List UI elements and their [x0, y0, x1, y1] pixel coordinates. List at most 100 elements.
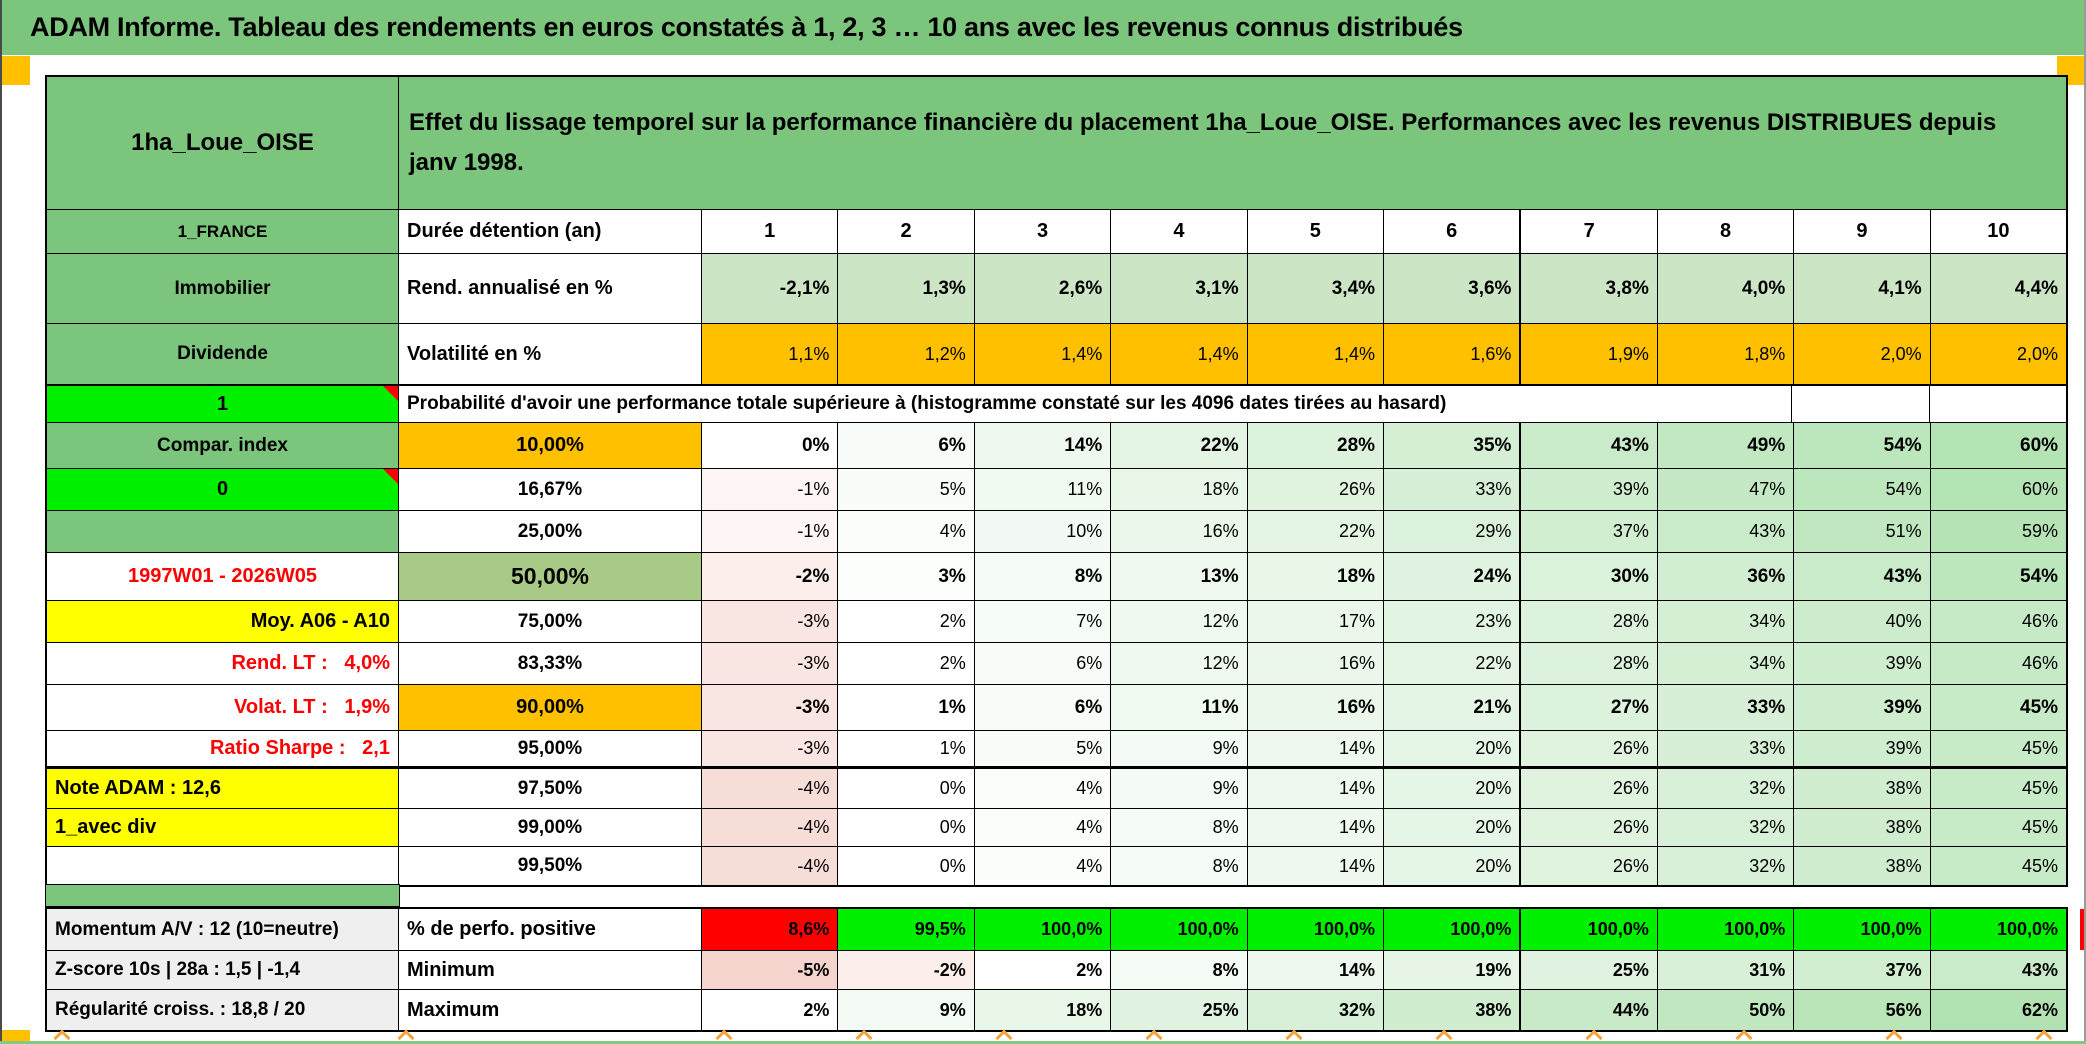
probability-value-cell-t9000-y8[interactable]: 33% — [1657, 685, 1795, 731]
probability-value-cell-t9900-y7[interactable]: 26% — [1521, 809, 1658, 847]
probability-value-cell-t1000-y5[interactable]: 28% — [1247, 423, 1385, 469]
summary-value-cell--de-perfo-positive-y3[interactable]: 100,0% — [974, 909, 1112, 951]
probability-value-cell-t9750-y3[interactable]: 4% — [974, 769, 1112, 809]
summary-value-cell-minimum-y5[interactable]: 14% — [1247, 951, 1385, 990]
threshold-cell[interactable]: 95,00% — [399, 731, 702, 769]
probability-value-cell-t9750-y10[interactable]: 45% — [1930, 769, 2067, 809]
summary-value-cell-maximum-y3[interactable]: 18% — [974, 990, 1112, 1030]
threshold-cell[interactable]: 99,50% — [399, 847, 702, 885]
probability-title-cell[interactable]: Probabilité d'avoir une performance tota… — [399, 386, 1793, 423]
probability-value-cell-t5000-y3[interactable]: 8% — [974, 553, 1112, 601]
probability-value-cell-t1000-y7[interactable]: 43% — [1521, 423, 1658, 469]
probability-value-cell-t2500-y7[interactable]: 37% — [1521, 511, 1658, 553]
probability-value-cell-t9900-y1[interactable]: -4% — [702, 809, 839, 847]
probability-value-cell-t5000-y6[interactable]: 24% — [1384, 553, 1522, 601]
probability-value-cell-t9000-y2[interactable]: 1% — [838, 685, 975, 731]
value-cell-dur-e-d-tention-an--y3[interactable]: 3 — [974, 210, 1112, 254]
summary-metric-cell[interactable]: Maximum — [399, 990, 702, 1030]
probability-value-cell-t9750-y1[interactable]: -4% — [702, 769, 839, 809]
row-label-cell[interactable]: Dividende — [47, 324, 399, 386]
probability-row-label-cell[interactable]: Compar. index — [47, 423, 399, 469]
value-cell-rend-annualis-en--y10[interactable]: 4,4% — [1930, 254, 2067, 324]
probability-value-cell-t7500-y5[interactable]: 17% — [1247, 601, 1385, 643]
probability-value-cell-t7500-y7[interactable]: 28% — [1521, 601, 1658, 643]
probability-value-cell-t9900-y3[interactable]: 4% — [974, 809, 1112, 847]
probability-row-label-cell[interactable]: 0 — [47, 469, 399, 511]
probability-row-label-cell[interactable]: 1997W01 - 2026W05 — [47, 553, 399, 601]
probability-value-cell-t7500-y3[interactable]: 7% — [974, 601, 1112, 643]
threshold-cell[interactable]: 10,00% — [399, 423, 702, 469]
value-cell-volatilit-en--y5[interactable]: 1,4% — [1247, 324, 1385, 386]
probability-row-label-cell[interactable]: Rend. LT : 4,0% — [47, 643, 399, 685]
probability-value-cell-t9000-y10[interactable]: 45% — [1930, 685, 2067, 731]
probability-value-cell-t9950-y10[interactable]: 45% — [1930, 847, 2067, 885]
summary-value-cell--de-perfo-positive-y7[interactable]: 100,0% — [1521, 909, 1658, 951]
summary-value-cell--de-perfo-positive-y9[interactable]: 100,0% — [1794, 909, 1931, 951]
probability-value-cell-t8333-y9[interactable]: 39% — [1794, 643, 1931, 685]
summary-value-cell-maximum-y9[interactable]: 56% — [1794, 990, 1931, 1030]
probability-value-cell-t9950-y4[interactable]: 8% — [1111, 847, 1248, 885]
probability-value-cell-t9950-y6[interactable]: 20% — [1384, 847, 1522, 885]
probability-value-cell-t2500-y4[interactable]: 16% — [1111, 511, 1248, 553]
empty-cell[interactable] — [1929, 386, 2067, 423]
probability-value-cell-t2500-y3[interactable]: 10% — [974, 511, 1112, 553]
probability-value-cell-t9000-y4[interactable]: 11% — [1111, 685, 1248, 731]
probability-value-cell-t9900-y2[interactable]: 0% — [838, 809, 975, 847]
probability-value-cell-t9900-y6[interactable]: 20% — [1384, 809, 1522, 847]
value-cell-dur-e-d-tention-an--y2[interactable]: 2 — [838, 210, 975, 254]
probability-value-cell-t7500-y2[interactable]: 2% — [838, 601, 975, 643]
probability-row-label-cell[interactable] — [47, 847, 399, 885]
probability-row-label-cell[interactable]: Note ADAM : 12,6 — [47, 769, 399, 809]
summary-value-cell--de-perfo-positive-y1[interactable]: 8,6% — [702, 909, 839, 951]
threshold-cell[interactable]: 50,00% — [399, 553, 702, 601]
probability-value-cell-t2500-y8[interactable]: 43% — [1657, 511, 1795, 553]
probability-value-cell-t9000-y7[interactable]: 27% — [1521, 685, 1658, 731]
threshold-cell[interactable]: 16,67% — [399, 469, 702, 511]
value-cell-volatilit-en--y3[interactable]: 1,4% — [974, 324, 1112, 386]
summary-value-cell-minimum-y8[interactable]: 31% — [1657, 951, 1795, 990]
probability-value-cell-t9950-y5[interactable]: 14% — [1247, 847, 1385, 885]
summary-metric-cell[interactable]: % de perfo. positive — [399, 909, 702, 951]
summary-value-cell--de-perfo-positive-y5[interactable]: 100,0% — [1247, 909, 1385, 951]
summary-value-cell--de-perfo-positive-y8[interactable]: 100,0% — [1657, 909, 1795, 951]
probability-value-cell-t9000-y3[interactable]: 6% — [974, 685, 1112, 731]
probability-value-cell-t1667-y5[interactable]: 26% — [1247, 469, 1385, 511]
probability-value-cell-t9500-y2[interactable]: 1% — [838, 731, 975, 769]
probability-row-label-cell[interactable]: 1_avec div — [47, 809, 399, 847]
threshold-cell[interactable]: 25,00% — [399, 511, 702, 553]
probability-value-cell-t1667-y6[interactable]: 33% — [1384, 469, 1522, 511]
probability-value-cell-t9500-y10[interactable]: 45% — [1930, 731, 2067, 769]
probability-value-cell-t9900-y9[interactable]: 38% — [1794, 809, 1931, 847]
probability-value-cell-t1000-y1[interactable]: 0% — [702, 423, 839, 469]
probability-value-cell-t7500-y10[interactable]: 46% — [1930, 601, 2067, 643]
probability-value-cell-t1000-y6[interactable]: 35% — [1384, 423, 1522, 469]
probability-value-cell-t8333-y8[interactable]: 34% — [1657, 643, 1795, 685]
value-cell-volatilit-en--y2[interactable]: 1,2% — [838, 324, 975, 386]
probability-value-cell-t1000-y2[interactable]: 6% — [838, 423, 975, 469]
probability-value-cell-t9950-y7[interactable]: 26% — [1521, 847, 1658, 885]
probability-value-cell-t1667-y2[interactable]: 5% — [838, 469, 975, 511]
summary-value-cell-maximum-y7[interactable]: 44% — [1521, 990, 1658, 1030]
threshold-cell[interactable]: 97,50% — [399, 769, 702, 809]
probability-value-cell-t2500-y10[interactable]: 59% — [1930, 511, 2067, 553]
probability-value-cell-t2500-y6[interactable]: 29% — [1384, 511, 1522, 553]
probability-value-cell-t9950-y9[interactable]: 38% — [1794, 847, 1931, 885]
probability-value-cell-t9750-y5[interactable]: 14% — [1247, 769, 1385, 809]
probability-value-cell-t8333-y10[interactable]: 46% — [1930, 643, 2067, 685]
summary-metric-cell[interactable]: Minimum — [399, 951, 702, 990]
value-cell-rend-annualis-en--y6[interactable]: 3,6% — [1384, 254, 1522, 324]
summary-value-cell-minimum-y7[interactable]: 25% — [1521, 951, 1658, 990]
probability-row-label-cell[interactable]: Moy. A06 - A10 — [47, 601, 399, 643]
probability-value-cell-t9900-y4[interactable]: 8% — [1111, 809, 1248, 847]
summary-value-cell-maximum-y2[interactable]: 9% — [838, 990, 975, 1030]
probability-value-cell-t5000-y5[interactable]: 18% — [1247, 553, 1385, 601]
probability-value-cell-t9500-y7[interactable]: 26% — [1521, 731, 1658, 769]
probability-value-cell-t9750-y4[interactable]: 9% — [1111, 769, 1248, 809]
probability-value-cell-t1667-y4[interactable]: 18% — [1111, 469, 1248, 511]
summary-value-cell-maximum-y4[interactable]: 25% — [1111, 990, 1248, 1030]
probability-value-cell-t2500-y5[interactable]: 22% — [1247, 511, 1385, 553]
summary-value-cell-minimum-y10[interactable]: 43% — [1930, 951, 2067, 990]
probability-value-cell-t5000-y4[interactable]: 13% — [1111, 553, 1248, 601]
probability-value-cell-t5000-y10[interactable]: 54% — [1930, 553, 2067, 601]
probability-value-cell-t2500-y2[interactable]: 4% — [838, 511, 975, 553]
